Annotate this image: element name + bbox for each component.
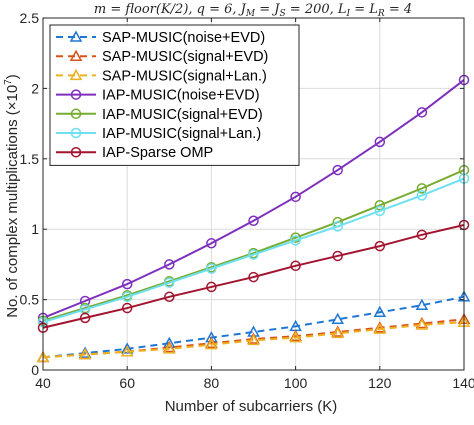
y-tick-label: 0 <box>31 362 39 378</box>
data-point-marker <box>415 298 429 310</box>
x-tick-label: 100 <box>284 375 308 391</box>
data-point-marker <box>374 240 386 252</box>
y-tick-label: 2 <box>31 80 39 96</box>
legend-item: IAP-MUSIC(noise+EVD) <box>56 88 260 104</box>
series-line <box>42 224 465 329</box>
legend-marker <box>69 68 83 81</box>
legend: SAP-MUSIC(noise+EVD) SAP-MUSIC(signal+EVD… <box>49 24 300 166</box>
data-point-marker <box>331 326 344 339</box>
data-point-marker <box>332 164 343 176</box>
data-point-marker <box>289 331 302 343</box>
y-tick-label: 1 <box>31 221 39 237</box>
data-point-marker <box>163 342 176 354</box>
plot-area <box>42 17 465 371</box>
legend-item: SAP-MUSIC(signal+EVD) <box>56 49 268 65</box>
data-point-marker <box>248 271 259 283</box>
data-point-marker <box>247 333 260 346</box>
series-line <box>42 321 465 359</box>
series-line <box>42 318 465 359</box>
data-point-marker <box>248 215 259 227</box>
x-tick-label: 60 <box>119 375 135 391</box>
legend-marker <box>70 127 82 139</box>
x-tick-label: 40 <box>35 375 51 391</box>
legend-label: SAP-MUSIC(signal+Lan.) <box>102 68 267 84</box>
chart-title: m = floor(K/2), q = 6, JM = JS = 200, LI… <box>94 2 412 19</box>
legend-marker <box>70 108 82 120</box>
data-point-marker <box>373 305 387 318</box>
y-tick-label: 1.5 <box>20 151 40 167</box>
data-point-marker <box>206 238 217 249</box>
x-tick-label: 120 <box>368 375 392 391</box>
legend-label: IAP-Sparse OMP <box>102 145 213 161</box>
data-point-marker <box>331 312 344 325</box>
data-point-marker <box>79 312 91 324</box>
legend-item: IAP-MUSIC(signal+Lan.) <box>56 126 261 142</box>
series-line <box>42 177 465 324</box>
y-axis-label: No. of complex multiplications (×107) <box>3 74 21 318</box>
data-point-marker <box>290 232 301 243</box>
data-point-marker <box>332 221 343 232</box>
data-point-marker <box>205 338 218 350</box>
data-point-marker <box>374 136 386 148</box>
legend-label: SAP-MUSIC(signal+EVD) <box>102 49 268 65</box>
data-point-marker <box>206 281 217 293</box>
data-point-marker <box>374 200 386 211</box>
y-tick-label: 2.5 <box>20 10 40 26</box>
legend-item: IAP-MUSIC(signal+EVD) <box>56 107 263 123</box>
data-point-marker <box>374 205 386 217</box>
data-point-marker <box>332 250 343 262</box>
data-point-marker <box>164 277 175 288</box>
legend-item: SAP-MUSIC(noise+EVD) <box>56 30 265 46</box>
data-point-marker <box>121 291 133 303</box>
legend-label: IAP-MUSIC(signal+Lan.) <box>102 126 261 142</box>
series-line <box>42 79 465 319</box>
series-sap-music-signal-lan- <box>36 315 471 363</box>
data-point-marker <box>290 260 301 272</box>
x-tick-label: 80 <box>204 375 220 391</box>
legend-marker <box>70 146 82 158</box>
data-point-marker <box>164 291 175 303</box>
series-iap-music-signal-lan- <box>37 173 470 328</box>
data-point-marker <box>416 229 428 241</box>
data-point-marker <box>415 318 429 330</box>
data-point-marker <box>206 263 217 274</box>
data-point-marker <box>120 345 134 357</box>
data-point-marker <box>78 347 92 360</box>
legend-label: IAP-MUSIC(noise+EVD) <box>102 88 260 104</box>
x-axis-label: Number of subcarriers (K) <box>165 398 338 415</box>
legend-marker <box>70 89 82 100</box>
data-point-marker <box>416 183 428 194</box>
data-point-marker <box>164 259 175 270</box>
x-tick-label: 140 <box>452 375 474 391</box>
series-line <box>42 169 465 322</box>
data-point-marker <box>205 331 218 343</box>
legend-label: SAP-MUSIC(noise+EVD) <box>102 30 265 46</box>
data-point-marker <box>248 249 259 260</box>
legend-item: SAP-MUSIC(signal+Lan.) <box>56 68 267 84</box>
legend-marker <box>69 49 83 61</box>
data-point-marker <box>121 302 133 314</box>
data-point-marker <box>416 107 428 118</box>
data-point-marker <box>290 191 301 203</box>
data-point-marker <box>416 190 428 201</box>
data-point-marker <box>120 342 134 354</box>
data-point-marker <box>373 322 387 334</box>
series-line <box>42 295 465 359</box>
data-point-marker <box>121 278 133 290</box>
y-tick-label: 0.5 <box>20 292 40 308</box>
legend-label: IAP-MUSIC(signal+EVD) <box>102 107 263 123</box>
data-point-marker <box>290 235 301 246</box>
legend-item: IAP-Sparse OMP <box>56 145 213 161</box>
legend-marker <box>69 30 83 42</box>
